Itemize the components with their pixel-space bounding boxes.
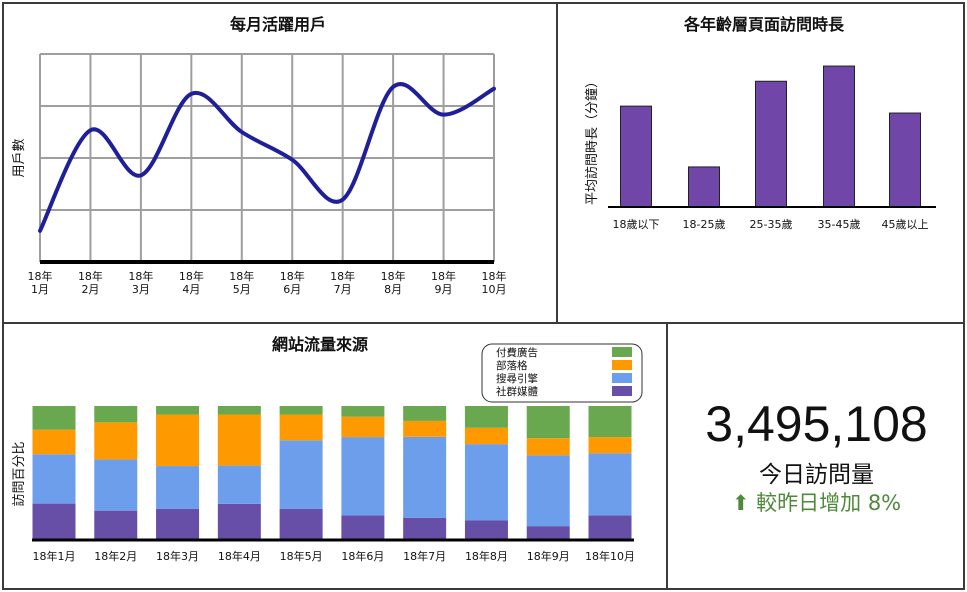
stacked-bar-segment: [32, 454, 76, 504]
stacked-bar-segment: [464, 520, 508, 539]
stacked-bar-segment: [341, 416, 385, 438]
stacked-bar-segment: [94, 459, 138, 511]
kpi-change-text: 較昨日增加 8%: [756, 491, 902, 515]
y-axis-label: 平均訪問時長（分鐘）: [584, 75, 600, 205]
x-tick-label: 18年8月: [465, 549, 508, 563]
legend-label: 搜尋引擎: [496, 372, 538, 385]
stacked-bar-segment: [32, 429, 76, 455]
stacked-bar-segment: [217, 414, 261, 466]
x-tick-label: 18年4月: [218, 549, 261, 563]
x-tick-label: 18歲以下: [613, 217, 660, 231]
stacked-bar-segment: [588, 437, 632, 454]
series-line: [38, 82, 496, 233]
divider-top-vertical: [556, 2, 558, 324]
bar: [620, 105, 652, 208]
stacked-bar-segment: [403, 420, 447, 437]
stacked-bar-segment: [588, 453, 632, 516]
x-tick-label: 45歲以上: [882, 217, 929, 231]
x-tick-label: 18年7月: [403, 549, 446, 563]
stacked-bar-segment: [526, 406, 570, 439]
stacked-bar-segment: [403, 406, 447, 421]
x-tick-label: 18年5月: [280, 549, 323, 563]
stacked-bar-segment: [279, 414, 323, 441]
stacked-bar-segment: [588, 515, 632, 539]
stacked-bar-segment: [341, 406, 385, 417]
stacked-bar-segment: [464, 444, 508, 521]
stacked-bar-segment: [279, 406, 323, 415]
x-tick-label: 18年10月: [585, 549, 635, 563]
bar: [755, 80, 787, 208]
stacked-bar-segment: [32, 503, 76, 539]
stacked-bar-segment: [217, 406, 261, 415]
legend-swatch: [612, 360, 632, 370]
legend-label: 付費廣告: [496, 346, 538, 359]
chart-title: 各年齡層頁面訪問時長: [683, 15, 845, 34]
chart-title: 每月活躍用戶: [230, 15, 326, 34]
stacked-bar-segment: [94, 422, 138, 460]
stacked-bar-segment: [526, 526, 570, 539]
stacked-bar-segment: [94, 406, 138, 423]
arrow-up-icon: ⬆: [731, 491, 750, 515]
stacked-bar-segment: [156, 508, 200, 539]
x-tick-label: 18年2月: [94, 549, 137, 563]
stacked-bar-segment: [217, 465, 261, 504]
stacked-bar-segment: [32, 406, 76, 430]
y-axis-label: 用戶數: [12, 138, 27, 177]
legend-box: [481, 343, 643, 403]
divider-horizontal: [2, 322, 965, 324]
kpi-change: ⬆ 較昨日增加 8%: [668, 487, 965, 517]
kpi-label: 今日訪問量: [759, 462, 874, 488]
x-tick-label: 18年1月: [33, 549, 76, 563]
legend-label: 社群媒體: [496, 385, 538, 398]
stacked-bar-segment: [279, 508, 323, 539]
stacked-bar-segment: [217, 503, 261, 539]
x-tick-label: 18年9月: [527, 549, 570, 563]
x-tick-label: 18年6月: [341, 549, 384, 563]
stacked-bar-segment: [403, 517, 447, 539]
x-tick-label: 35-45歲: [818, 217, 861, 231]
age-visit-duration-chart: 各年齡層頁面訪問時長 平均訪問時長（分鐘） 18歲以下 18-25歲 25-35歲 3…: [584, 15, 936, 231]
legend-swatch: [612, 373, 632, 383]
legend-label: 部落格: [496, 359, 528, 372]
stacked-bar-segment: [403, 436, 447, 518]
stacked-bar-segment: [464, 406, 508, 428]
stacked-bar-segment: [279, 440, 323, 509]
stacked-bar-segment: [341, 437, 385, 516]
bar: [889, 112, 921, 208]
stacked-bar-segment: [94, 510, 138, 539]
bar: [688, 166, 720, 208]
x-tick-label: 25-35歲: [750, 217, 793, 231]
stacked-bar-segment: [526, 455, 570, 527]
stacked-bar-segment: [341, 515, 385, 539]
stacked-bar-segment: [156, 406, 200, 415]
x-tick-label: 18-25歲: [683, 217, 726, 231]
bar: [823, 65, 855, 208]
stacked-bar-segment: [156, 466, 200, 509]
traffic-sources-chart: 網站流量來源 訪問百分比 18年1月 18年2月 18年3月 18年4月 18年5月 18…: [11, 335, 643, 563]
stacked-bar-segment: [156, 414, 200, 467]
chart-title: 網站流量來源: [272, 335, 368, 354]
kpi-value: 3,495,108: [705, 396, 928, 452]
y-axis-label: 訪問百分比: [11, 441, 27, 506]
divider-bottom-vertical: [666, 322, 668, 590]
legend-swatch: [612, 347, 632, 357]
monthly-active-users-chart: 每月活躍用戶 用戶數 18年 1月 18年 2月 18年 3月 18年 4月 18年 5月 18年 6…: [12, 15, 507, 296]
legend-swatch: [612, 386, 632, 396]
stacked-bar-segment: [464, 427, 508, 445]
stacked-bar-segment: [526, 438, 570, 456]
x-tick-label: 18年3月: [156, 549, 199, 563]
stacked-bar-segment: [588, 406, 632, 438]
